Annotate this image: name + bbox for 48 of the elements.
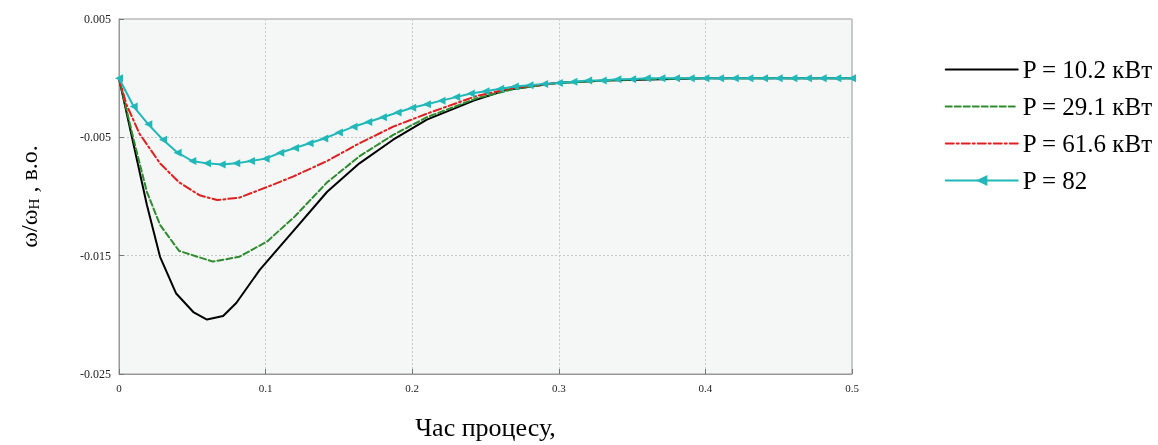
legend-label: P = 10.2 кВт	[1022, 56, 1153, 83]
point	[452, 93, 461, 102]
legend-label: P = 61.6 кВт	[1022, 130, 1153, 157]
x-axis-title: Час процесу,	[415, 412, 556, 442]
point	[246, 157, 255, 165]
point	[334, 128, 343, 137]
point	[584, 76, 593, 85]
point	[290, 143, 299, 152]
point	[393, 108, 402, 117]
point	[305, 139, 314, 148]
legend-label: P = 82	[1022, 167, 1088, 194]
y-tick-label: -0.015	[80, 248, 111, 263]
point	[672, 74, 681, 83]
point	[760, 74, 769, 83]
point	[115, 74, 123, 83]
x-tick-label: 0.1	[258, 381, 273, 394]
point	[320, 134, 329, 143]
y-tick-label: 0.005	[84, 12, 111, 26]
point	[129, 102, 138, 111]
point	[481, 87, 490, 96]
x-tick-label: 0.3	[551, 381, 567, 394]
point	[804, 74, 813, 83]
point	[437, 96, 446, 105]
point	[202, 159, 211, 168]
point	[349, 122, 358, 131]
x-tick-label: 0	[116, 381, 123, 394]
point	[628, 75, 637, 84]
point	[217, 160, 226, 169]
point	[554, 78, 563, 87]
point	[716, 74, 725, 83]
x-tick-label: 0.5	[845, 381, 860, 394]
y-axis-title: ω/ωН , в.о.	[15, 145, 42, 248]
point	[642, 74, 651, 83]
point	[173, 148, 182, 157]
point	[848, 74, 856, 83]
point	[188, 157, 197, 165]
legend-label: P = 29.1 кВт	[1022, 93, 1153, 120]
y-tick-label: -0.005	[80, 130, 111, 145]
point	[466, 89, 475, 98]
x-tick-label: 0.4	[698, 381, 713, 394]
point	[261, 154, 270, 163]
point	[540, 80, 549, 89]
point	[422, 100, 431, 109]
point	[364, 117, 373, 126]
x-tick-label: 0.2	[405, 381, 420, 394]
point	[158, 135, 167, 144]
point	[378, 113, 387, 122]
y-tick-label: -0.025	[80, 367, 111, 381]
